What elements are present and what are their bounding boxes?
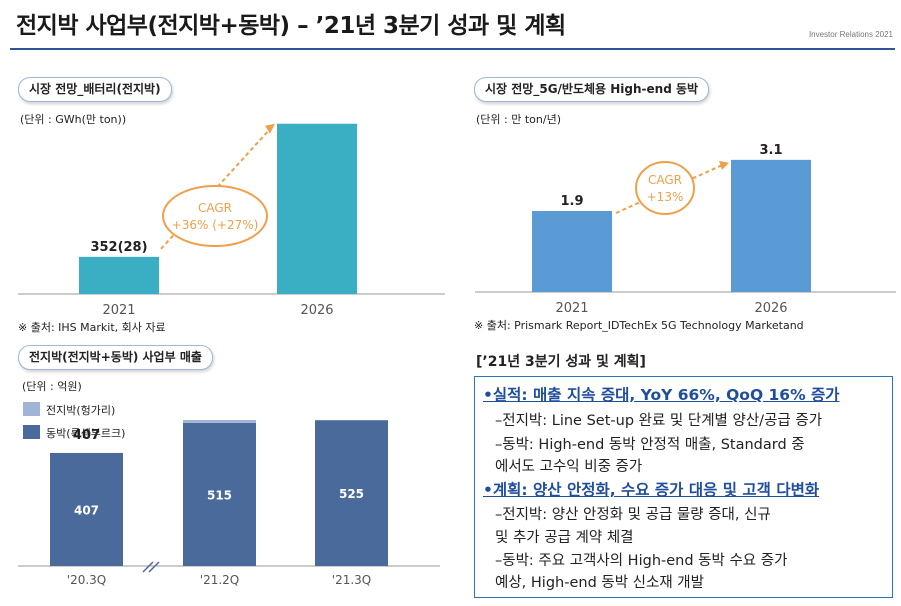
plan-bullet: –동박: 주요 고객사의 High-end 동박 수요 증가 [495,553,788,569]
axis-break-mark [142,561,154,573]
highend-bar-2026 [731,159,811,292]
battery-cagr-arrowhead [265,123,275,134]
legend-label-hungary: 전지박(헝가리) [46,404,116,417]
battery-cagr-title: CAGR [198,201,232,215]
sales-tick-1: '21.2Q [200,573,239,587]
plan-bullet: –전지박: 양산 안정화 및 공급 물량 증대, 신규 [495,507,771,523]
battery-chart: 352(28) 2021 1,613(94) 2026 CAGR +36% (+27%) [18,120,445,318]
plan-bullet: –동박: High-end 동박 안정적 매출, Standard 중 [495,437,805,453]
legend-swatch-luxembourg [23,425,40,439]
axis-break-mark [148,561,160,573]
highend-cagr-arrowhead [719,160,729,170]
battery-source: ※ 출처: IHS Markit, 회사 자료 [18,321,166,334]
plan-headline: •계획: 양산 안정화, 수요 증가 대응 및 고객 다변화 [483,481,820,499]
sales-segment-hungary-1 [183,420,256,423]
battery-tick-2021: 2021 [102,303,135,318]
battery-bar-2021 [79,256,159,294]
sales-segment-luxembourg-0 [50,452,123,566]
sales-data-label-hungary-1: 68 [211,420,228,422]
plan-box: •실적: 매출 지속 증대, YoY 66%, QoQ 16% 증가 –전지박: … [474,376,893,598]
sales-total-label-0: 407 [73,428,100,443]
battery-tick-2026: 2026 [300,303,333,318]
page-title: 전지박 사업부(전지박+동박) – ’21년 3분기 성과 및 계획 [16,13,566,39]
highend-data-label-2021: 1.9 [560,194,583,209]
battery-cagr-ellipse [162,185,268,247]
sales-unit-label: (단위 : 억원) [22,380,82,393]
battery-unit-label: (단위 : GWh(만 ton)) [20,113,127,126]
highend-tick-2021: 2021 [555,301,588,316]
highend-data-label-2026: 3.1 [759,143,782,158]
highend-cagr-ellipse [635,161,695,215]
plan-bullet: 예상, High-end 동박 신소재 개발 [495,575,704,591]
plan-headline: •실적: 매출 지속 증대, YoY 66%, QoQ 16% 증가 [483,386,840,404]
battery-outlook-pill: 시장 전망_배터리(전지박) [18,77,172,102]
sales-segment-luxembourg-1 [183,422,256,566]
sales-tick-2: '21.3Q [332,573,371,587]
sales-data-label-hungary-0: 0 [82,440,90,454]
sales-data-label-luxembourg-1: 515 [207,488,232,502]
header-rule [10,48,895,50]
battery-bar-2026 [277,123,357,294]
battery-data-label-2026: 1,613(94) [281,120,352,122]
plan-bullet: 및 추가 공급 계약 체결 [495,530,634,546]
sales-pill: 전지박(전지박+동박) 사업부 매출 [18,345,213,370]
highend-bar-2021 [532,211,612,292]
highend-cagr-value: +13% [647,190,684,204]
sales-data-label-luxembourg-0: 407 [74,503,99,517]
highend-source: ※ 출처: Prismark Report_IDTechEx 5G Techno… [474,319,804,332]
sales-segment-luxembourg-2 [315,420,388,566]
highend-tick-2026: 2026 [754,301,787,316]
sales-data-label-luxembourg-2: 525 [339,487,364,501]
plan-heading: [’21년 3분기 성과 및 계획] [476,354,646,370]
legend-swatch-hungary [23,402,40,416]
battery-cagr-value: +36% (+27%) [172,218,259,232]
plan-bullet: 에서도 고수익 비중 증가 [495,459,643,475]
brand-label: Investor Relations 2021 [808,30,893,39]
sales-chart: 4070407'20.3Q51568583'21.2Q525150675'21.… [18,420,440,587]
highend-outlook-pill: 시장 전망_5G/반도체용 High-end 동박 [474,77,710,102]
plan-bullet: –전지박: Line Set-up 완료 및 단계별 양산/공급 증가 [495,413,823,429]
sales-tick-0: '20.3Q [67,573,106,587]
highend-chart: 1.9 2021 3.1 2026 CAGR +13% [475,143,896,316]
highend-unit-label: (단위 : 만 ton/년) [476,113,561,126]
legend-label-luxembourg: 동박(룩셈부르크) [46,427,126,440]
battery-data-label-2021: 352(28) [90,240,147,255]
highend-cagr-title: CAGR [648,173,682,187]
